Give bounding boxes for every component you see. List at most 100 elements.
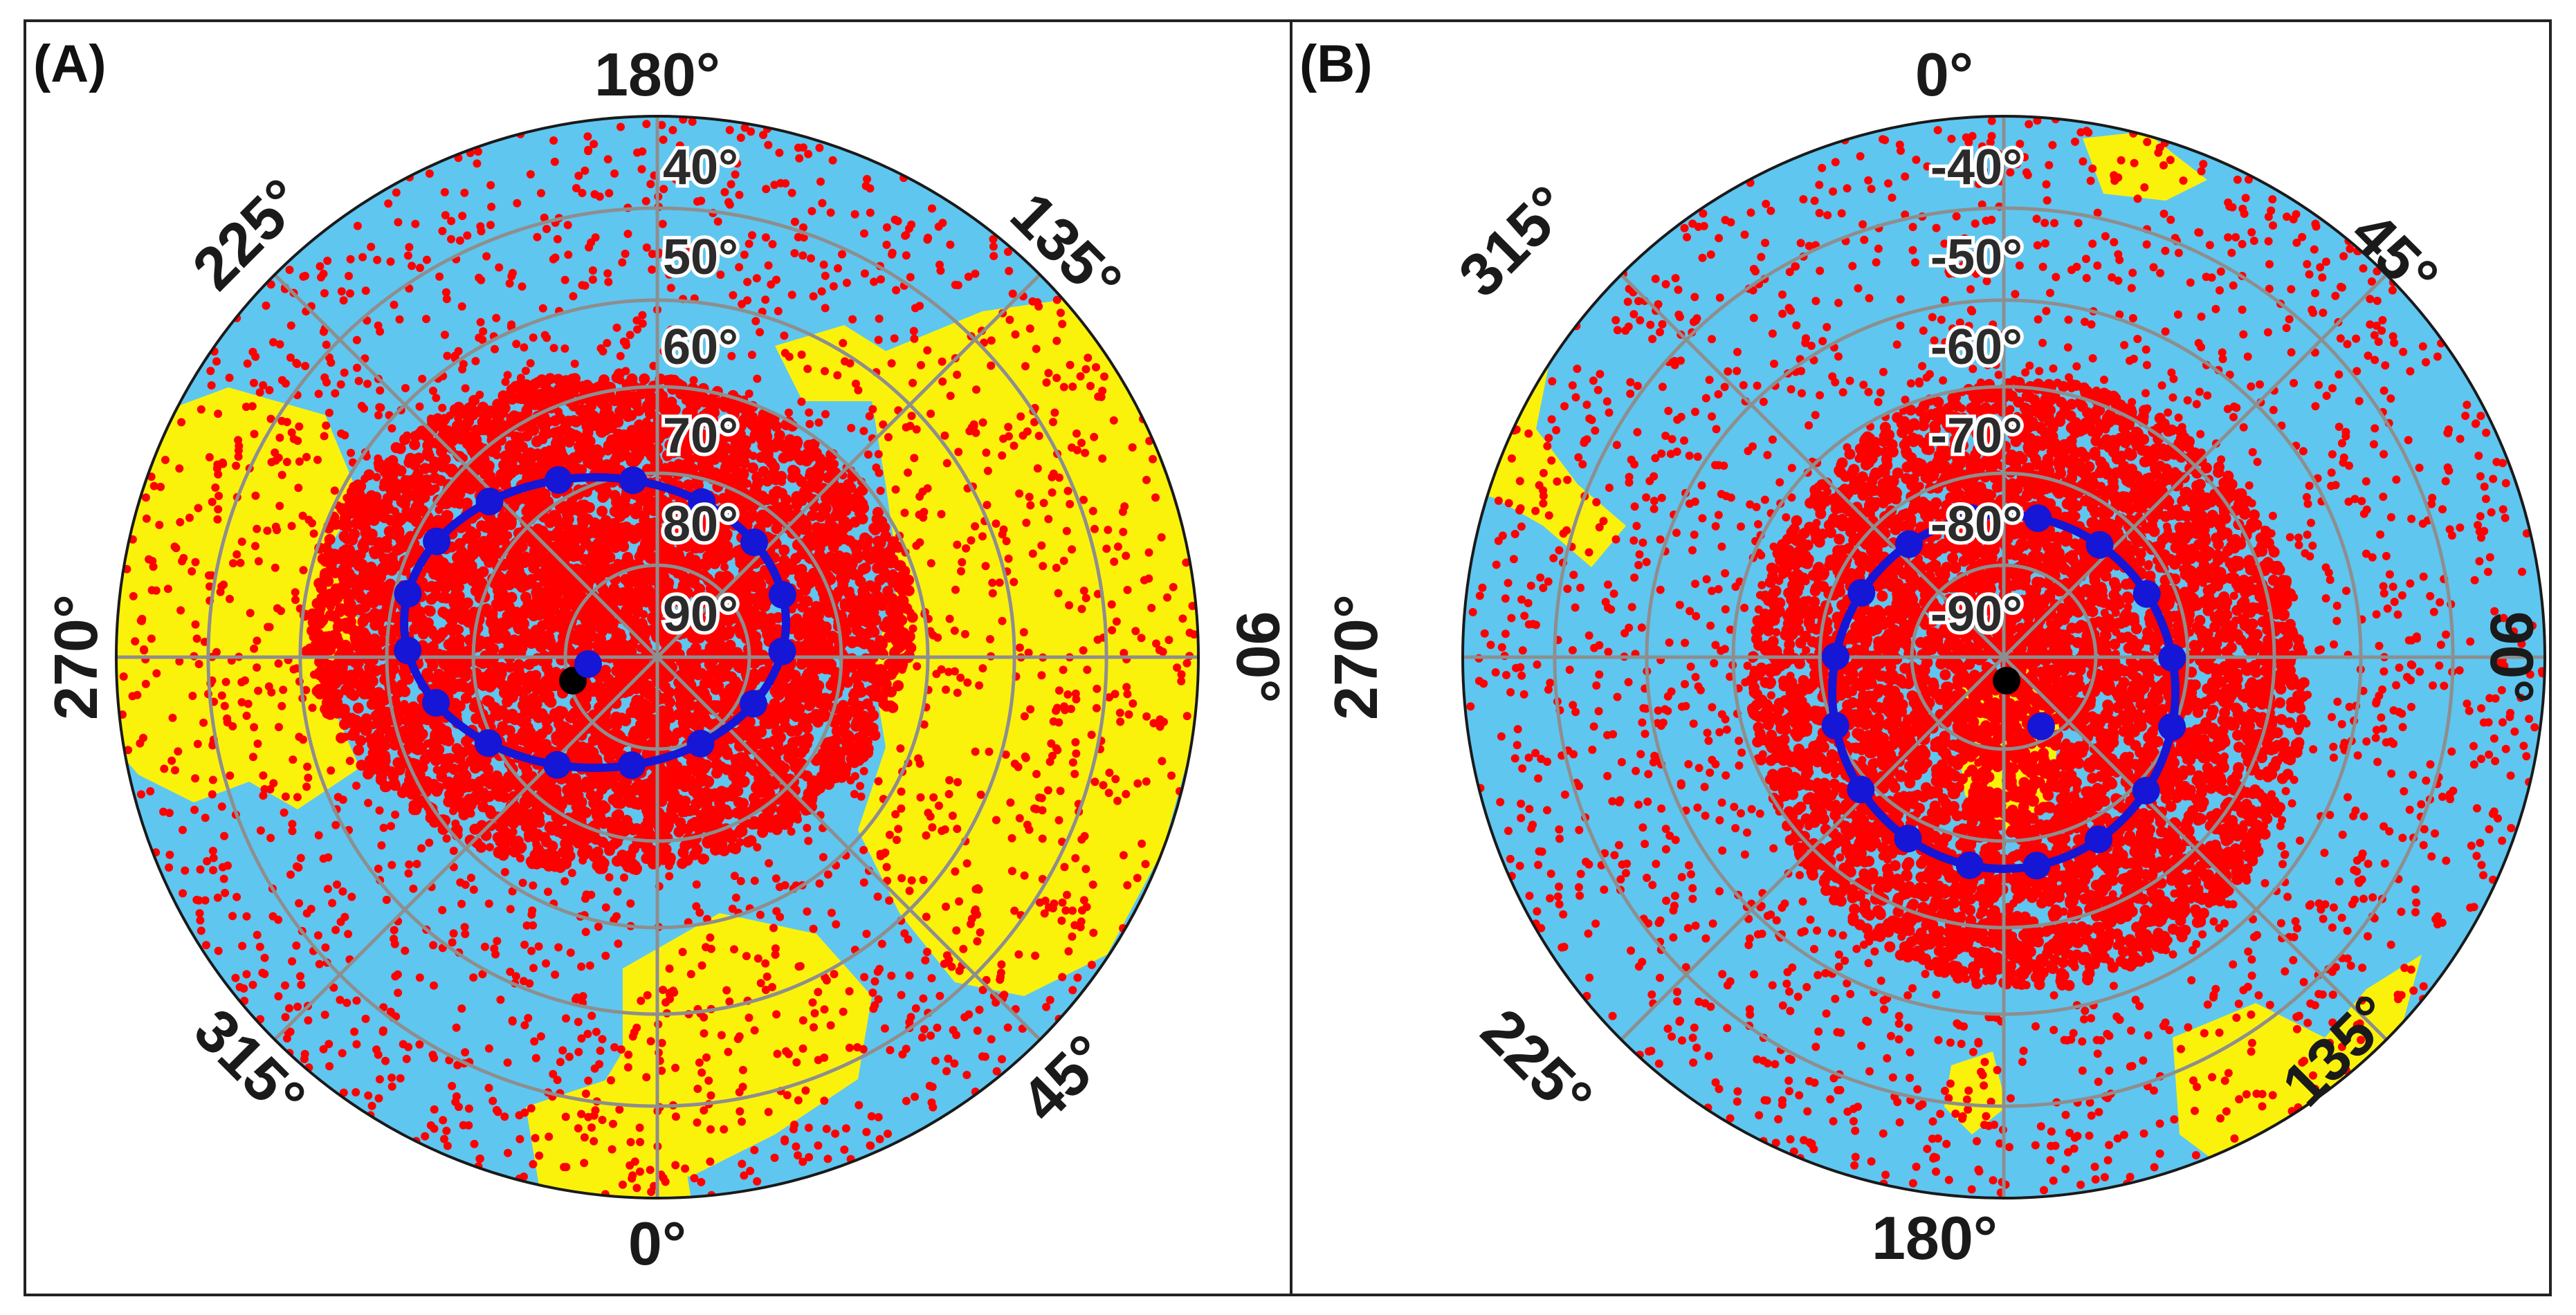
panel-a-scatter-point (953, 778, 962, 787)
panel-a-scatter-point (409, 884, 418, 893)
panel-a-scatter-point (313, 455, 322, 464)
panel-a-scatter-point (440, 1134, 448, 1143)
panel-a-scatter-point (815, 143, 824, 152)
panel-a-scatter-point (1090, 432, 1099, 441)
panel-a-scatter-point (1113, 796, 1122, 805)
panel-a-scatter-point (874, 450, 883, 459)
panel-a-scatter-point (643, 991, 652, 1000)
panel-a-scatter-point (374, 864, 383, 873)
panel-a-scatter-point (975, 1005, 984, 1014)
panel-a-scatter-point (148, 557, 157, 565)
panel-a-scatter-point (821, 410, 830, 419)
panel-a-scatter-point (1182, 712, 1191, 721)
panel-a-scatter-point (234, 452, 243, 461)
panel-a-scatter-point (882, 863, 891, 872)
panel-a-scatter-point (960, 629, 969, 638)
panel-a-scatter-point (280, 808, 289, 817)
panel-a-scatter-point (1068, 383, 1077, 391)
panel-a-scatter-point (603, 155, 612, 164)
panel-a-scatter-point (905, 886, 914, 895)
panel-a-scatter-point (473, 159, 482, 168)
panel-a-scatter-point (295, 733, 304, 742)
panel-a-scatter-point (880, 1024, 889, 1033)
panel-a-scatter-point (863, 174, 871, 183)
panel-a-scatter-point (635, 1123, 644, 1132)
panel-a-scatter-point (404, 1042, 413, 1051)
panel-a-scatter-point (666, 995, 675, 1004)
panel-a-scatter-point (331, 820, 340, 829)
panel-a-scatter-point (776, 178, 785, 187)
panel-a-scatter-point (700, 1029, 709, 1038)
panel-a-scatter-point (950, 667, 959, 676)
panel-a-scatter-point (374, 1094, 383, 1103)
panel-a-scatter-point (246, 609, 255, 618)
panel-a-scatter-point (801, 1086, 810, 1095)
panel-a-scatter-point (572, 184, 581, 192)
panel-a-scatter-point (890, 215, 899, 224)
panel-a-scatter-point (251, 491, 260, 500)
panel-a-scatter-point (623, 1063, 632, 1072)
panel-a-scatter-point (1169, 582, 1178, 591)
panel-a-scatter-point (885, 896, 894, 905)
panel-a-scatter-point (282, 457, 291, 466)
panel-a-scatter-point (340, 368, 349, 377)
panel-a-scatter-point (862, 930, 871, 938)
panel-a-scatter-point (253, 930, 262, 939)
panel-a-scatter-point (253, 739, 262, 748)
panel-a-scatter-point (803, 907, 812, 916)
panel-a-scatter-point (1010, 578, 1018, 587)
panel-a-scatter-point (678, 948, 687, 957)
panel-a-scatter-point (188, 692, 197, 700)
panel-a-scatter-point (1111, 775, 1120, 784)
panel-a-scatter-point (345, 272, 353, 280)
panel-a-scatter-point (790, 217, 799, 226)
panel-a-scatter-point (217, 802, 226, 811)
panel-a-scatter-point (231, 973, 240, 982)
panel-a-scatter-point (864, 450, 873, 459)
panel-a-scatter-point (633, 325, 642, 334)
panel-a-scatter-point (892, 286, 901, 295)
panel-a-scatter-point (1123, 585, 1132, 594)
panel-a-scatter-point (1068, 758, 1077, 767)
panel-a-scatter-point (927, 974, 936, 983)
panel-a-scatter-point (179, 889, 188, 898)
panel-a-scatter-point (152, 669, 161, 678)
panel-a-scatter-point (798, 1016, 807, 1025)
panel-a-scatter-point (241, 403, 250, 412)
panel-a-scatter-point (299, 566, 308, 575)
panel-a-scatter-point (807, 207, 816, 216)
panel-a-scatter-point (709, 252, 718, 261)
panel-a-scatter-point (202, 941, 210, 950)
panel-a-scatter-point (550, 157, 559, 166)
panel-a-scatter-point (181, 866, 190, 875)
panel-a-scatter-point (751, 317, 760, 326)
panel-a-scatter-point (390, 926, 399, 935)
panel-a-scatter-point (209, 866, 218, 874)
panel-a-scatter-point (405, 284, 414, 293)
panel-a-scatter-point (415, 1040, 424, 1049)
panel-a-scatter-point (402, 1054, 411, 1063)
panel-a-scatter-point (931, 1056, 940, 1065)
panel-a-scatter-point (601, 903, 610, 912)
panel-a-scatter-point (314, 389, 323, 398)
panel-a-scatter-point (1062, 526, 1071, 535)
panel-a-scatter-point (686, 970, 695, 979)
panel-a-scatter-point (376, 403, 385, 412)
panel-a-scatter-point (724, 1047, 733, 1056)
panel-a-scatter-point (603, 269, 612, 278)
panel-a-scatter-point (1049, 418, 1057, 427)
panel-a-scatter-point (217, 691, 226, 700)
panel-a-scatter-point (1093, 684, 1102, 693)
panel-a-scatter-point (374, 411, 383, 420)
panel-a-scatter-point (141, 679, 150, 688)
panel-a-scatter-point (528, 906, 537, 915)
panel-a-scatter-point (212, 647, 221, 656)
panel-a-scatter-point (972, 385, 980, 394)
panel-a-scatter-point (562, 1014, 570, 1023)
panel-a-scatter-point (951, 280, 960, 289)
panel-a-scatter-point (496, 662, 508, 674)
panel-a-scatter-point (394, 988, 403, 997)
panel-a-scatter-point (438, 227, 447, 235)
panel-a-scatter-point (1163, 593, 1171, 602)
panel-a-scatter-point (254, 557, 263, 566)
